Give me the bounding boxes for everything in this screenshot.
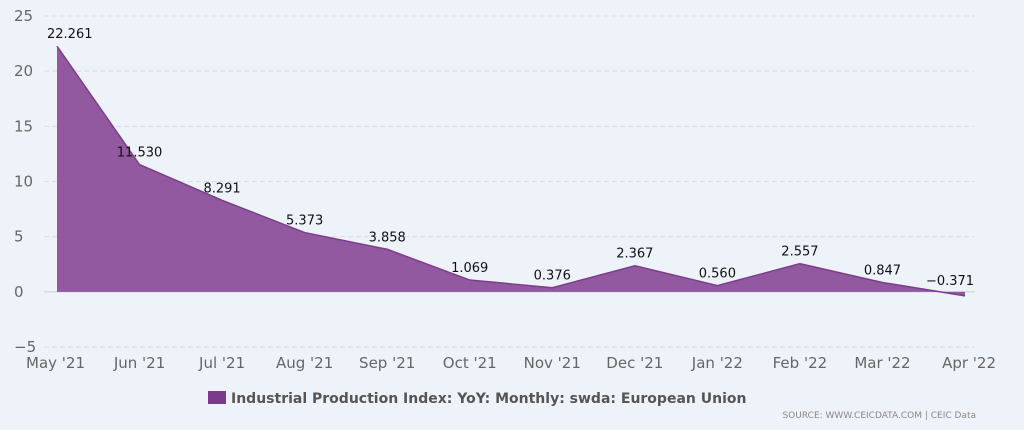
series-area (57, 46, 965, 296)
x-tick-label: Feb '22 (773, 354, 828, 372)
x-tick-label: Dec '21 (606, 354, 663, 372)
legend[interactable]: Industrial Production Index: YoY: Monthl… (208, 391, 746, 407)
source-credit: SOURCE: WWW.CEICDATA.COM | CEIC Data (782, 411, 976, 421)
data-label: 11.530 (117, 146, 163, 161)
y-tick-label: 20 (14, 62, 33, 80)
data-label: 3.858 (369, 230, 406, 245)
legend-swatch[interactable] (208, 391, 226, 404)
legend-label[interactable]: Industrial Production Index: YoY: Monthl… (231, 391, 746, 407)
x-tick-label: Oct '21 (443, 354, 497, 372)
x-tick-label: May '21 (26, 354, 85, 372)
data-label: 1.069 (451, 261, 488, 276)
data-label: 2.557 (781, 245, 818, 260)
series-line (56, 45, 966, 297)
x-tick-label: Apr '22 (942, 354, 996, 372)
data-label: 0.376 (534, 269, 571, 284)
x-axis: May '21 Jun '21 Jul '21 Aug '21 Sep '21 Oct '… (26, 354, 996, 372)
data-label: 22.261 (47, 27, 93, 42)
y-tick-label: 0 (14, 283, 24, 301)
data-label: −0.371 (926, 274, 974, 289)
data-labels: 22.261 11.530 8.291 5.373 3.858 1.069 0.376 2.3… (47, 27, 974, 289)
data-label: 5.373 (286, 214, 323, 229)
y-tick-label: 25 (14, 7, 33, 25)
x-tick-label: Nov '21 (524, 354, 581, 372)
data-label: 8.291 (203, 181, 240, 196)
data-label: 0.560 (699, 267, 736, 282)
data-label: 0.847 (864, 263, 901, 278)
y-tick-label: 15 (14, 117, 33, 135)
y-tick-label: −5 (14, 338, 36, 356)
series-area-group (56, 45, 966, 297)
y-axis: 25 20 15 10 5 0 −5 (14, 7, 36, 356)
x-tick-label: Jun '21 (113, 354, 165, 372)
data-label: 2.367 (616, 247, 653, 262)
x-tick-label: Jan '22 (691, 354, 743, 372)
grid-lines (44, 15, 975, 348)
y-tick-label: 10 (14, 173, 33, 191)
x-tick-label: Mar '22 (854, 354, 910, 372)
x-tick-label: Sep '21 (359, 354, 415, 372)
x-tick-label: Aug '21 (276, 354, 333, 372)
x-tick-label: Jul '21 (198, 354, 245, 372)
y-tick-label: 5 (14, 228, 24, 246)
